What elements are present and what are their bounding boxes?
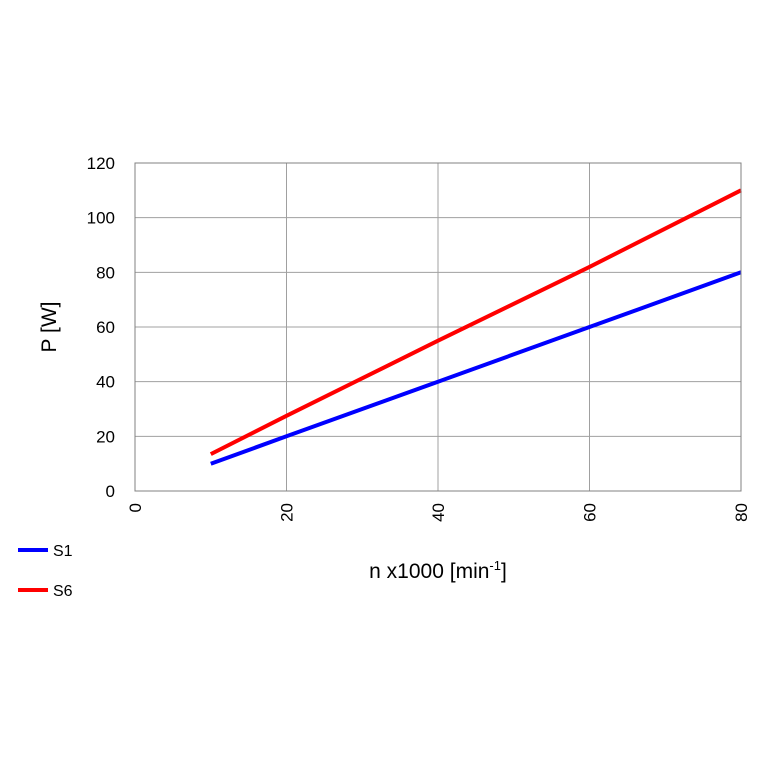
y-tick-label-1: 20 [96,427,115,446]
plot-border [134,162,742,492]
y-tick-label-4: 80 [96,263,115,282]
y-tick-label-3: 60 [96,318,115,337]
y-tick-label-5: 100 [87,209,115,228]
y-tick-labels: 0 20 40 60 80 100 120 [87,154,115,501]
y-tick-label-2: 40 [96,373,115,392]
y-tick-label-0: 0 [106,482,115,501]
x-tick-label-3: 60 [581,503,600,522]
x-tick-label-2: 40 [429,503,448,522]
x-tick-label-1: 20 [278,503,297,522]
x-axis-title-superscript: -1 [489,558,501,573]
x-axis-title-main: n x1000 [min [369,560,489,583]
y-tick-label-6: 120 [87,154,115,173]
series-line-s1 [210,270,742,466]
series-line-s6 [209,188,742,456]
x-tick-label-4: 80 [732,503,751,522]
series-layer [209,188,742,466]
x-tick-label-0: 0 [126,503,145,512]
legend-label-s1: S1 [53,543,73,560]
y-axis-title: P [W] [38,302,61,353]
x-axis-title-close: ] [501,560,507,583]
x-tick-labels: 0 20 40 60 80 [126,503,751,522]
legend: S1 S6 [18,543,73,600]
legend-label-s6: S6 [53,583,73,600]
x-axis-title: n x1000 [min-1] [369,558,507,583]
